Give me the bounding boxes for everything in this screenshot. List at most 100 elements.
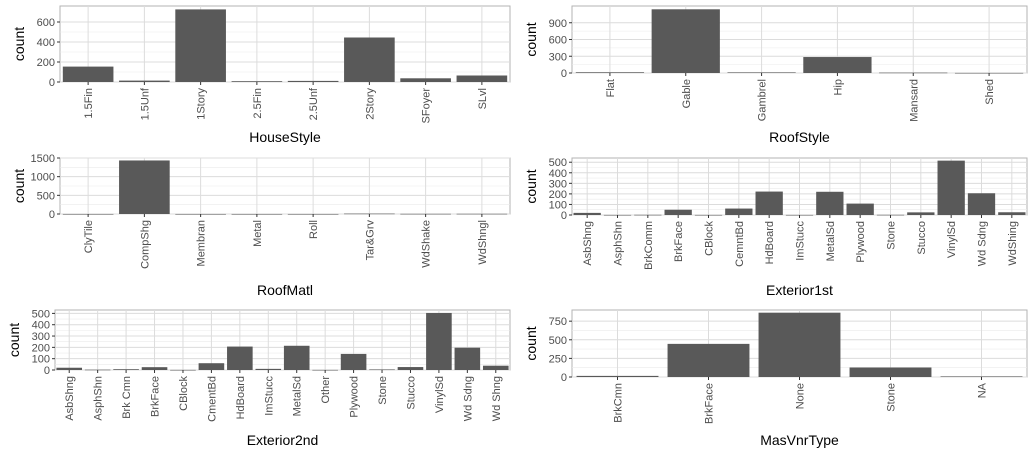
y-tick-label: 500 bbox=[549, 157, 567, 169]
y-tick-label: 400 bbox=[32, 320, 50, 332]
x-tick-label: Wd Sdng bbox=[977, 221, 989, 266]
x-tick-label: WdShngl bbox=[477, 220, 489, 265]
y-axis-title: count bbox=[6, 323, 22, 357]
x-tick-label: Flat bbox=[605, 79, 617, 97]
x-axis-title: RoofStyle bbox=[769, 129, 830, 145]
x-tick-label: Stucco bbox=[916, 221, 928, 255]
x-tick-label: MetalSd bbox=[292, 376, 304, 416]
x-tick-label: 2.5Unf bbox=[308, 87, 320, 120]
x-tick-label: Stone bbox=[377, 376, 389, 405]
bar-wd-sdng bbox=[454, 347, 481, 370]
y-tick-label: 100 bbox=[32, 354, 50, 366]
x-tick-label: Wd Sdng bbox=[462, 376, 474, 421]
x-tick-label: Tar&Grv bbox=[364, 220, 376, 261]
x-axis-title: Exterior1st bbox=[766, 282, 833, 298]
x-tick-label: Plywood bbox=[349, 376, 361, 418]
bar-imstucc bbox=[255, 368, 282, 370]
bar-1-5fin bbox=[62, 66, 114, 82]
bar-hdboard bbox=[227, 346, 253, 370]
y-tick-label: 600 bbox=[37, 17, 55, 29]
y-tick-label: 300 bbox=[549, 51, 567, 63]
bar-tar-grv bbox=[344, 213, 395, 215]
bar-1story bbox=[175, 9, 226, 82]
x-tick-label: Stone bbox=[886, 383, 898, 412]
bar-vinylsd bbox=[426, 312, 452, 370]
y-axis-title: count bbox=[523, 326, 539, 360]
bar-sfoyer bbox=[400, 78, 451, 82]
bar-asphshn bbox=[84, 369, 111, 371]
bar-2-5unf bbox=[287, 80, 339, 82]
x-tick-label: Stone bbox=[886, 221, 898, 250]
y-tick-label: 200 bbox=[549, 189, 567, 201]
y-tick-label: 0 bbox=[44, 365, 50, 377]
y-tick-label: 200 bbox=[37, 57, 55, 69]
x-tick-label: Metal bbox=[252, 220, 264, 247]
x-axis-title: HouseStyle bbox=[249, 129, 321, 145]
bar-hip bbox=[803, 57, 872, 73]
x-tick-label: BrkCmn bbox=[613, 383, 625, 423]
x-tick-label: HdBoard bbox=[235, 376, 247, 419]
bar-wd-sdng bbox=[967, 193, 996, 215]
y-tick-label: 500 bbox=[549, 335, 567, 347]
y-tick-label: 400 bbox=[37, 37, 55, 49]
y-tick-label: 250 bbox=[549, 353, 567, 365]
x-tick-label: 1.5Unf bbox=[139, 87, 151, 120]
x-tick-label: AsphShn bbox=[93, 376, 105, 421]
bar-wd-shng bbox=[482, 365, 509, 370]
x-tick-label: Gambrel bbox=[757, 79, 769, 121]
bar-vinylsd bbox=[937, 160, 965, 215]
y-tick-label: 300 bbox=[32, 331, 50, 343]
chart-panel-roofstyle: 0 300 600 900 Flat Gable Gambrel Hip Mansard Shed… bbox=[523, 5, 1028, 145]
bar-plywood bbox=[340, 353, 367, 370]
x-tick-label: BrkFace bbox=[704, 383, 716, 424]
bar-gambrel bbox=[727, 72, 796, 73]
bar-1-5unf bbox=[119, 80, 170, 82]
x-tick-label: 2Story bbox=[364, 88, 376, 120]
x-tick-label: Mansard bbox=[908, 79, 920, 122]
y-axis-title: count bbox=[11, 27, 27, 61]
x-tick-label: SLvl bbox=[477, 88, 489, 109]
bar-stone bbox=[849, 367, 932, 377]
y-tick-label: 0 bbox=[49, 209, 55, 221]
chart-panel-masvnrtype: 0 250 500 750 BrkCmn BrkFace None Stone NA MasVnr… bbox=[523, 309, 1028, 448]
bar-none bbox=[758, 312, 841, 377]
chart-panel-roofmatl: 0 500 1000 1500 ClyTile CompShg Membran Metal Ro… bbox=[11, 153, 511, 298]
y-tick-label: 900 bbox=[549, 18, 567, 30]
bar-flat bbox=[575, 72, 645, 73]
y-tick-label: 200 bbox=[32, 342, 50, 354]
x-tick-label: BrkFace bbox=[150, 376, 162, 417]
x-tick-label: SFoyer bbox=[421, 88, 433, 124]
x-tick-label: AsbShng bbox=[582, 221, 594, 266]
bar-metalsd bbox=[283, 345, 310, 370]
x-tick-label: Hip bbox=[832, 79, 844, 96]
x-tick-label: None bbox=[795, 383, 807, 409]
bar-metalsd bbox=[816, 191, 844, 215]
bar-wdshing bbox=[998, 212, 1026, 215]
bar-2story bbox=[344, 37, 395, 82]
x-tick-label: AsbShng bbox=[64, 376, 76, 421]
bar-stucco bbox=[397, 367, 424, 370]
x-tick-label: 1.5Fin bbox=[83, 88, 95, 119]
x-tick-label: Brk Cmn bbox=[121, 376, 133, 419]
x-axis-title: MasVnrType bbox=[760, 432, 839, 448]
y-axis-title: count bbox=[11, 169, 27, 203]
bar-brkface bbox=[667, 343, 750, 377]
y-tick-label: 600 bbox=[549, 35, 567, 47]
y-axis-title: count bbox=[523, 169, 539, 203]
x-tick-label: CBlock bbox=[178, 376, 190, 411]
x-tick-label: Gable bbox=[681, 79, 693, 108]
x-tick-label: Shed bbox=[984, 79, 996, 105]
y-tick-label: 500 bbox=[37, 190, 55, 202]
x-tick-label: AsphShn bbox=[613, 221, 625, 266]
x-tick-label: VinylSd bbox=[434, 376, 446, 413]
bar-slvl bbox=[456, 75, 508, 82]
x-tick-label: Roll bbox=[308, 220, 320, 239]
bar-plywood bbox=[846, 203, 874, 215]
y-tick-label: 0 bbox=[561, 68, 567, 80]
bar-gable bbox=[651, 9, 720, 73]
x-tick-label: Wd Shng bbox=[491, 376, 503, 421]
bar-2-5fin bbox=[231, 81, 283, 82]
x-tick-label: WdShing bbox=[1007, 221, 1019, 266]
